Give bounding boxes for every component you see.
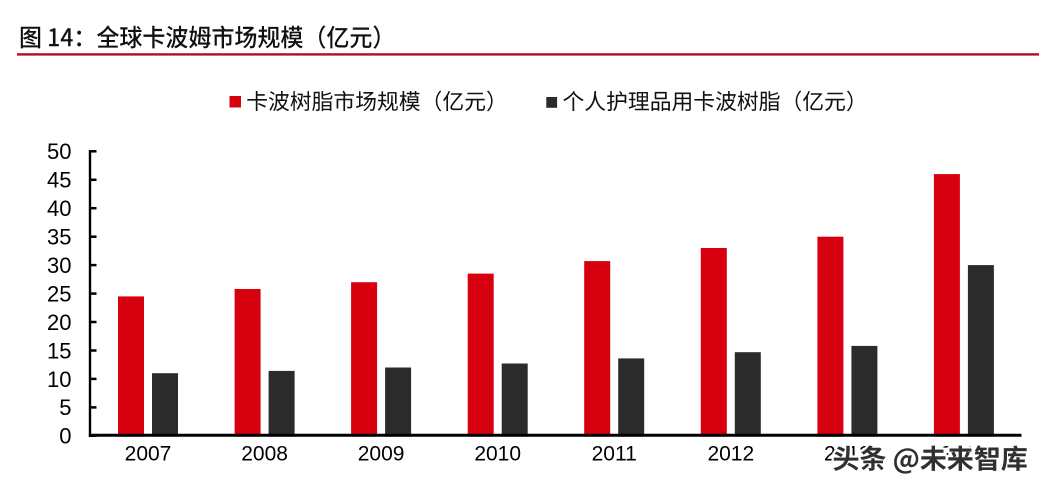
svg-text:10: 10 (47, 367, 71, 392)
svg-text:20: 20 (47, 310, 71, 335)
svg-text:0: 0 (59, 424, 71, 449)
svg-text:2011: 2011 (592, 443, 637, 466)
svg-text:35: 35 (47, 225, 71, 250)
svg-text:40: 40 (47, 196, 71, 221)
svg-text:45: 45 (47, 168, 71, 193)
svg-text:2009: 2009 (358, 443, 405, 466)
svg-text:2008: 2008 (241, 443, 288, 466)
svg-text:2010: 2010 (474, 443, 521, 466)
svg-text:30: 30 (47, 253, 71, 278)
svg-text:50: 50 (47, 139, 71, 164)
svg-text:25: 25 (47, 281, 71, 306)
svg-text:2007: 2007 (125, 443, 172, 466)
svg-text:5: 5 (59, 395, 71, 420)
svg-text:15: 15 (47, 338, 71, 363)
svg-text:2012: 2012 (707, 443, 754, 466)
